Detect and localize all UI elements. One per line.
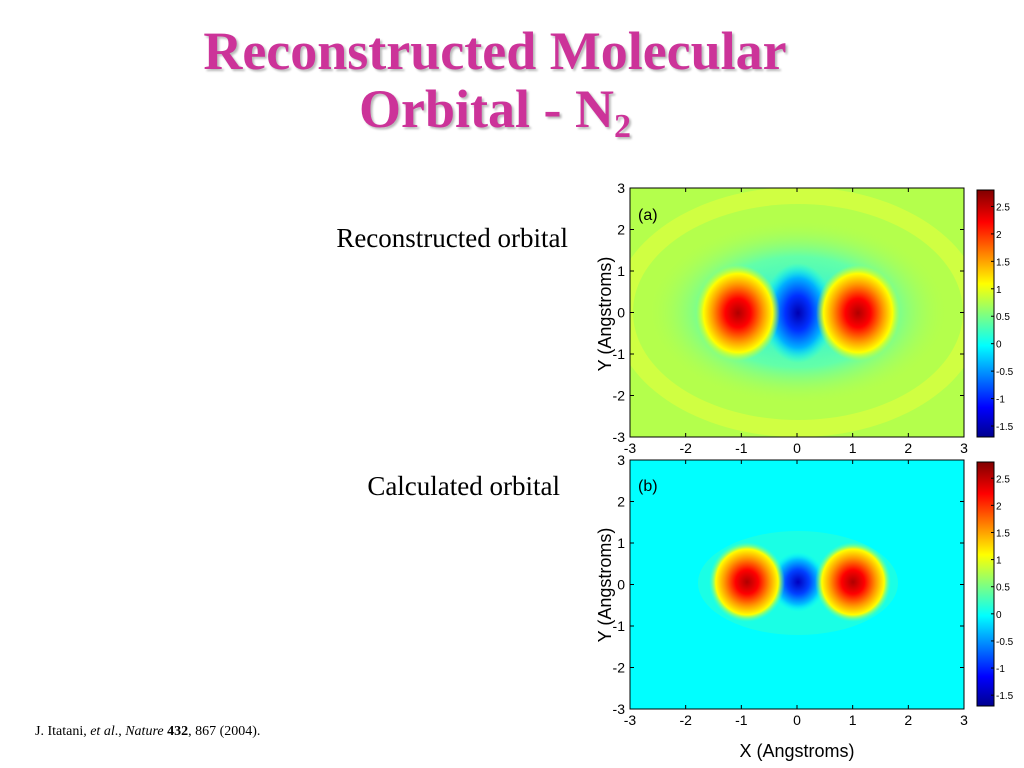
x-axis-label: X (Angstroms) (739, 741, 854, 761)
colorbar-tick-label: 2 (996, 501, 1002, 512)
x-tick-label: -3 (624, 440, 637, 456)
y-tick-label: -2 (613, 660, 626, 676)
colorbar-tick-label: 1.5 (996, 528, 1010, 539)
citation-author: J. Itatani, (35, 724, 91, 739)
x-tick-label: -3 (624, 712, 637, 728)
y-tick-label: 2 (617, 222, 625, 238)
x-tick-label: -1 (735, 440, 748, 456)
colorbar-tick-label: 0 (996, 610, 1002, 621)
panel-a-label: (a) (638, 207, 658, 224)
y-tick-label: 3 (617, 180, 625, 196)
colorbar-tick-label: 2.5 (996, 474, 1010, 485)
colorbar-tick-label: -0.5 (996, 367, 1014, 378)
colorbar-tick-label: 0 (996, 340, 1002, 351)
x-tick-label: 2 (904, 712, 912, 728)
x-tick-label: 0 (793, 440, 801, 456)
heatmap-b (630, 460, 964, 709)
heatmap-a-negative-lobe (762, 263, 834, 363)
y-tick-label: -1 (613, 618, 626, 634)
colorbar-tick-label: -1.5 (996, 691, 1014, 702)
title-line-1: Reconstructed Molecular (203, 21, 787, 81)
y-axis-label-b: Y (Angstroms) (595, 528, 615, 643)
y-axis-label-a: Y (Angstroms) (595, 257, 615, 372)
x-tick-label: 0 (793, 712, 801, 728)
colorbar-tick-label: -1 (996, 664, 1005, 675)
panel-b-label: (b) (638, 478, 658, 495)
citation-pages-year: , 867 (2004). (188, 724, 261, 739)
y-tick-label: 1 (617, 535, 625, 551)
colorbar-tick-label: 1 (996, 285, 1002, 296)
colorbar-tick-label: 0.5 (996, 583, 1010, 594)
citation-volume: 432 (167, 724, 189, 739)
colorbar-b (976, 461, 995, 707)
citation-journal: Nature (125, 724, 164, 739)
y-tick-label: 0 (617, 577, 625, 593)
x-tick-label: 1 (849, 712, 857, 728)
colorbar-tick-label: 2.5 (996, 202, 1010, 213)
x-tick-label: -2 (679, 440, 692, 456)
heatmap-a (630, 188, 964, 437)
x-tick-label: -2 (679, 712, 692, 728)
colorbar-tick-label: -1 (996, 395, 1005, 406)
colorbar-tick-label: 1 (996, 556, 1002, 567)
x-tick-label: 3 (960, 712, 968, 728)
heatmap-a-positive-lobe-left (696, 265, 780, 361)
calculated-orbital-label: Calculated orbital (367, 471, 560, 501)
y-tick-label: 0 (617, 305, 625, 321)
colorbar-tick-label: -0.5 (996, 637, 1014, 648)
x-tick-label: 1 (849, 440, 857, 456)
citation-etal: et al (90, 724, 115, 739)
heatmap-b-positive-lobe-left (709, 542, 785, 622)
title-subscript: 2 (613, 108, 631, 145)
title-line-2-text: Orbital - N (359, 79, 614, 139)
slide-title: Reconstructed Molecular Orbital - N2 (0, 21, 990, 144)
y-tick-label: 2 (617, 494, 625, 510)
colorbar-tick-label: 0.5 (996, 312, 1010, 323)
heatmap-b-negative-lobe (770, 552, 826, 612)
colorbar-tick-label: 2 (996, 230, 1002, 241)
y-tick-label: -1 (613, 346, 626, 362)
y-tick-label: -3 (613, 701, 626, 717)
x-tick-label: 2 (904, 440, 912, 456)
heatmap-a-positive-lobe-right (816, 265, 900, 361)
x-tick-label: -1 (735, 712, 748, 728)
colorbar-tick-label: 1.5 (996, 257, 1010, 268)
y-tick-label: 1 (617, 263, 625, 279)
citation-sep: ., (114, 724, 126, 739)
y-tick-label: -2 (613, 388, 626, 404)
colorbar-tick-label: -1.5 (996, 422, 1014, 433)
y-tick-label: -3 (613, 429, 626, 445)
colorbar-a (976, 189, 995, 438)
y-tick-label: 3 (617, 452, 625, 468)
x-tick-label: 3 (960, 440, 968, 456)
title-line-2: Orbital - N2 (0, 79, 990, 144)
reconstructed-orbital-label: Reconstructed orbital (336, 223, 568, 253)
heatmap-b-positive-lobe-right (815, 542, 891, 622)
citation: J. Itatani, et al., Nature 432, 867 (200… (35, 724, 260, 740)
